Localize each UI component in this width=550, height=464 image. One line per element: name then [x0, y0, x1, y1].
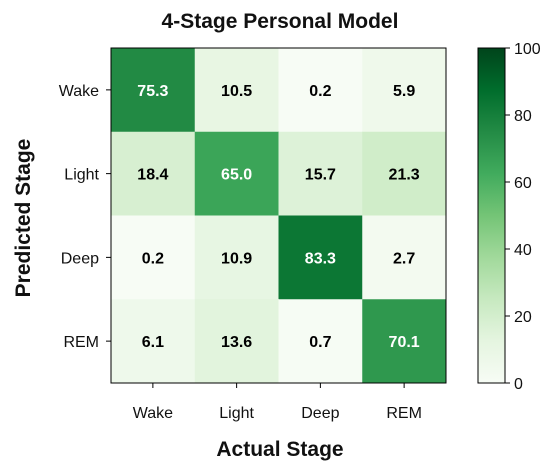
cell-value-label: 5.9	[393, 83, 415, 100]
heatmap-cell	[362, 48, 447, 133]
cell-value-label: 75.3	[137, 83, 168, 100]
x-tick-label: Deep	[301, 405, 339, 422]
y-axis-ticks: Wake Light Deep REM	[59, 83, 111, 351]
heatmap-cell	[111, 299, 196, 384]
cell-value-label: 10.9	[221, 250, 252, 267]
x-tick-label: REM	[386, 405, 422, 422]
y-tick-label: Deep	[61, 250, 99, 267]
heatmap-cell	[278, 215, 363, 300]
cell-value-label: 83.3	[305, 250, 336, 267]
heatmap-cells	[111, 48, 447, 384]
cell-value-label: 70.1	[389, 334, 420, 351]
colorbar	[477, 47, 506, 384]
heatmap-cell	[278, 48, 363, 133]
colorbar-tick-label: 0	[514, 376, 523, 393]
heatmap-cell	[194, 299, 279, 384]
cell-value-label: 21.3	[389, 167, 420, 184]
x-tick-label: Wake	[133, 405, 173, 422]
x-axis-label: Actual Stage	[216, 438, 343, 461]
cell-value-label: 0.7	[309, 334, 331, 351]
heatmap-cell	[111, 131, 196, 216]
heatmap-cell	[111, 48, 196, 133]
heatmap-cell-labels: 75.3 10.5 0.2 5.9 18.4 65.0 15.7 21.3 0.2 10.9 83.…	[137, 83, 419, 351]
colorbar-tick-label: 80	[514, 108, 532, 125]
y-axis-label: Predicted Stage	[12, 139, 35, 298]
cell-value-label: 65.0	[221, 167, 252, 184]
heatmap-frame	[110, 47, 447, 384]
cell-value-label: 2.7	[393, 250, 415, 267]
colorbar-tick-label: 100	[514, 41, 541, 58]
cell-value-label: 18.4	[137, 167, 168, 184]
colorbar-tick-label: 40	[514, 242, 532, 259]
cell-value-label: 10.5	[221, 83, 252, 100]
heatmap-cell	[362, 131, 447, 216]
cell-value-label: 13.6	[221, 334, 252, 351]
x-axis-ticks: Wake Light Deep REM	[133, 383, 422, 422]
heatmap-cell	[194, 131, 279, 216]
colorbar-ticks: 0 20 40 60 80 100	[505, 41, 541, 393]
cell-value-label: 6.1	[142, 334, 164, 351]
y-tick-label: Light	[64, 167, 99, 184]
y-tick-label: Wake	[59, 83, 99, 100]
heatmap-cell	[278, 299, 363, 384]
heatmap-cell	[194, 215, 279, 300]
cell-value-label: 0.2	[309, 83, 331, 100]
heatmap-cell	[194, 48, 279, 133]
cell-value-label: 0.2	[142, 250, 164, 267]
chart-title: 4-Stage Personal Model	[162, 10, 399, 33]
y-tick-label: REM	[63, 334, 99, 351]
x-tick-label: Light	[219, 405, 254, 422]
heatmap-cell	[111, 215, 196, 300]
colorbar-tick-label: 60	[514, 175, 532, 192]
heatmap-cell	[362, 215, 447, 300]
colorbar-tick-label: 20	[514, 309, 532, 326]
heatmap-cell	[362, 299, 447, 384]
cell-value-label: 15.7	[305, 167, 336, 184]
heatmap-cell	[278, 131, 363, 216]
